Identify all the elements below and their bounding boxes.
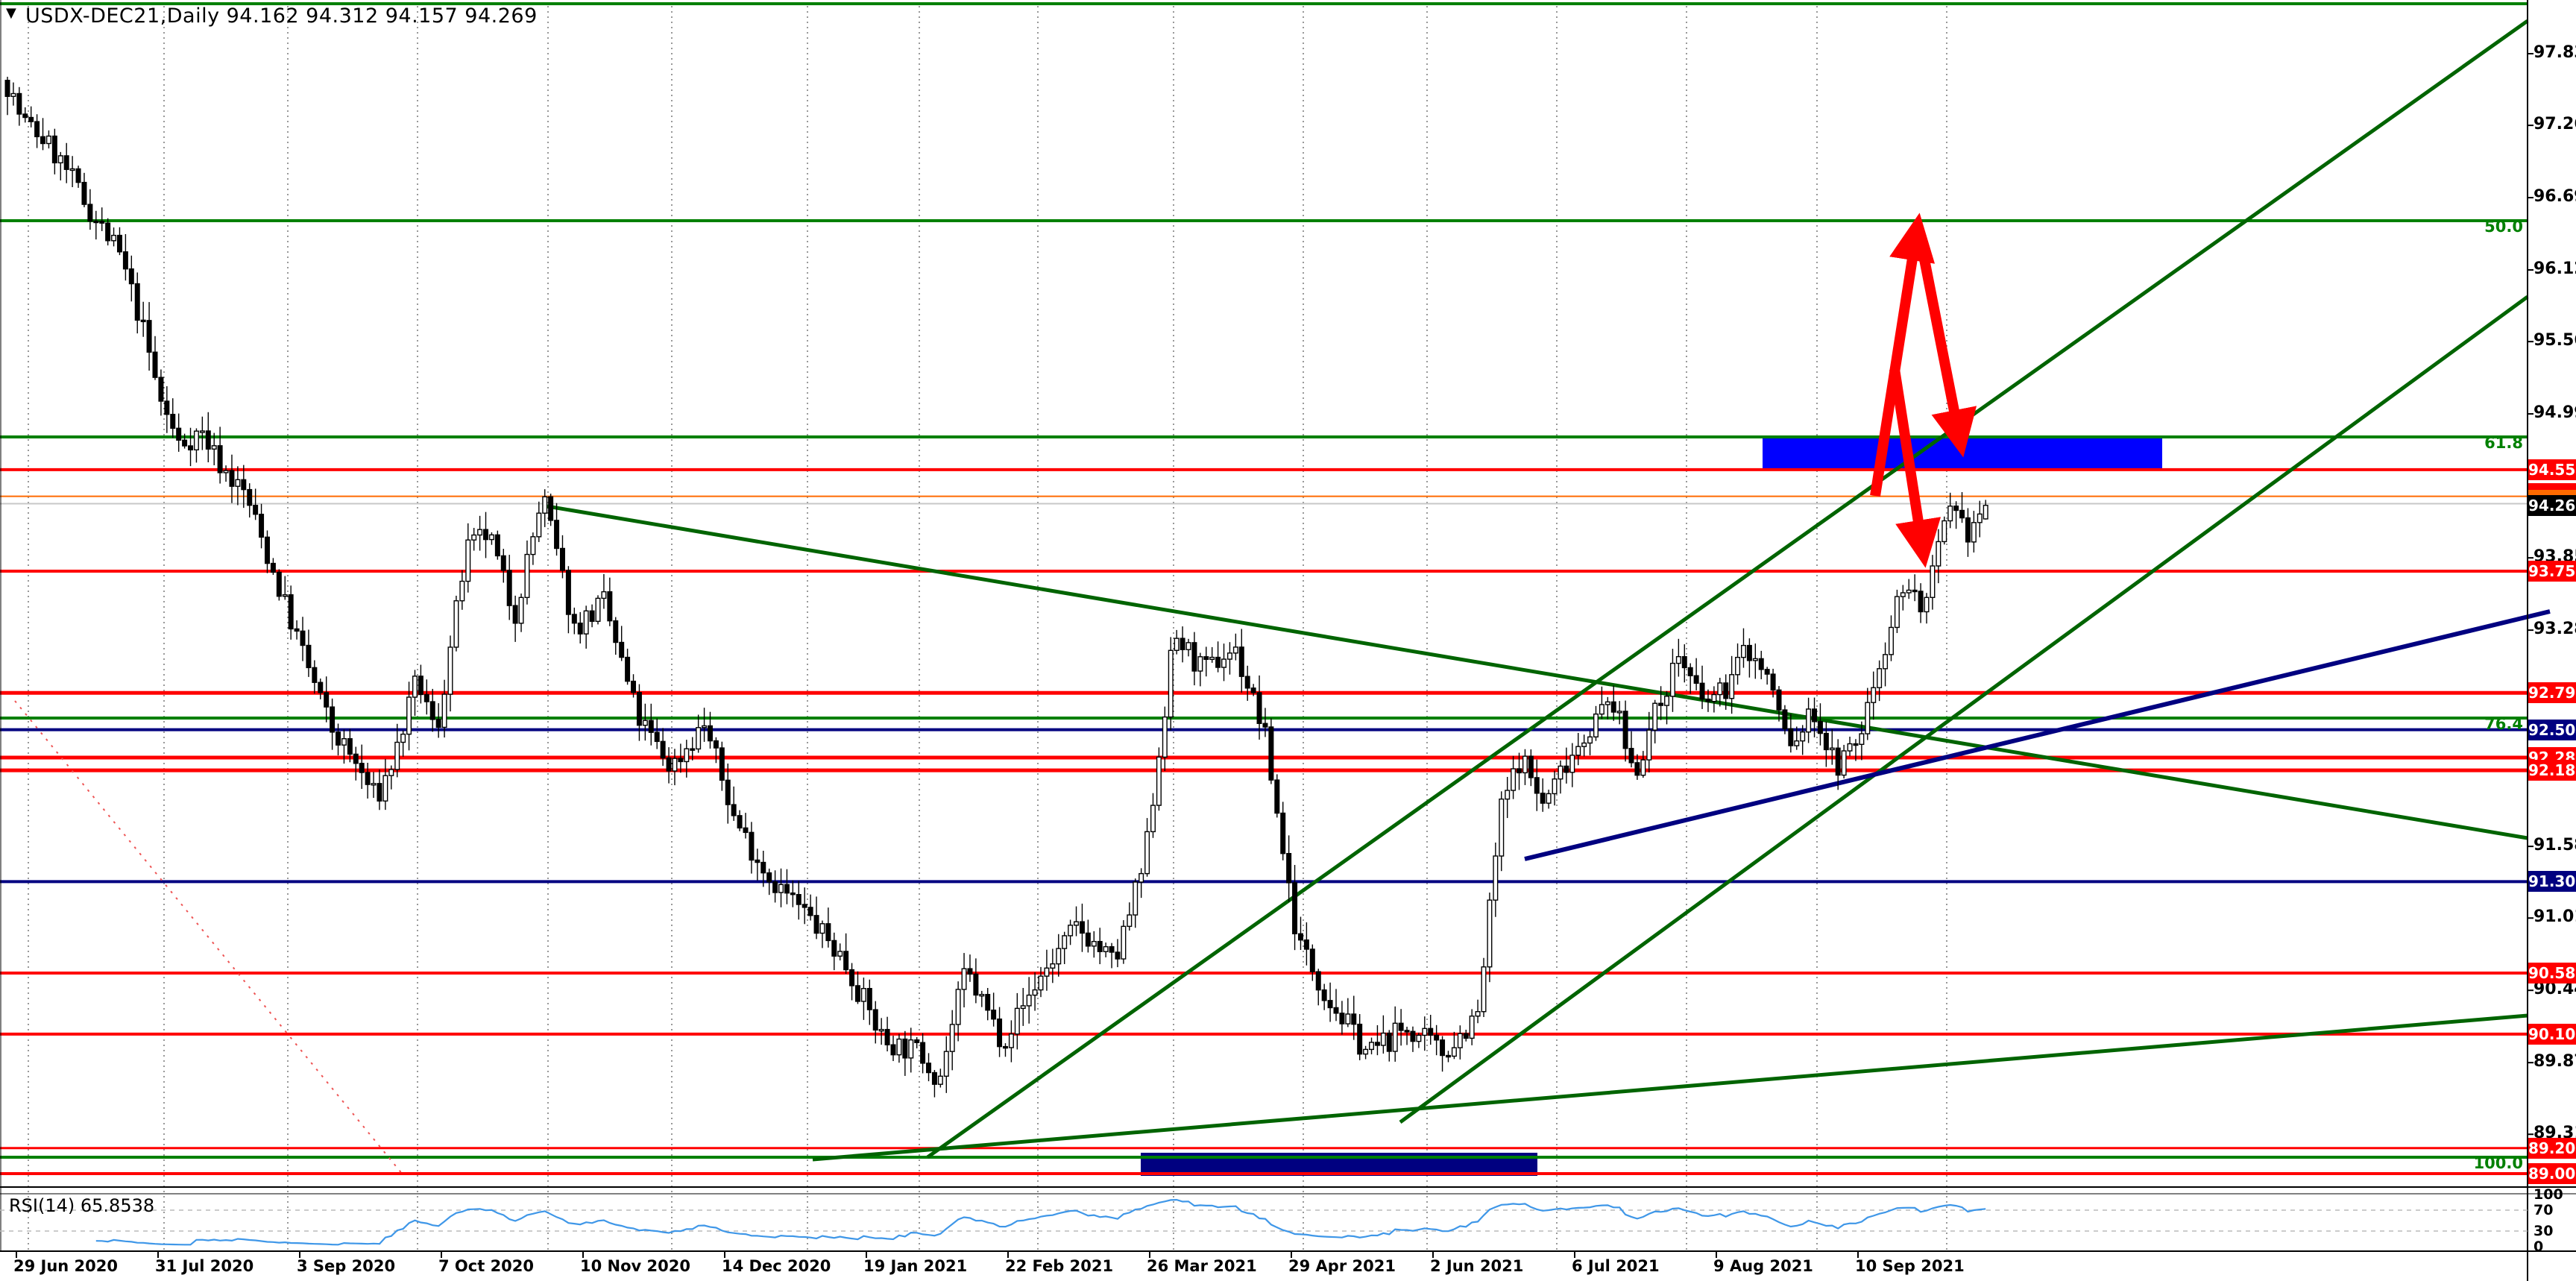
level-price-badge: 93.750 xyxy=(2528,561,2576,582)
date-axis-label: 3 Sep 2020 xyxy=(297,1257,396,1275)
rsi-scale-label: 0 xyxy=(2534,1238,2544,1255)
price-axis-label: 91.580 xyxy=(2534,836,2576,855)
rsi-scale-label: 30 xyxy=(2534,1223,2554,1239)
date-axis-label: 29 Jun 2020 xyxy=(13,1257,119,1275)
level-price-badge: 91.302 xyxy=(2528,871,2576,893)
date-axis-label: 14 Dec 2020 xyxy=(722,1257,831,1275)
price-axis-label: 89.875 xyxy=(2534,1052,2576,1071)
current-price-badge: 94.269 xyxy=(2528,494,2576,516)
level-price-badge: 94.550 xyxy=(2528,459,2576,480)
date-axis-label: 6 Jul 2021 xyxy=(1572,1257,1660,1275)
symbol-dropdown-icon[interactable]: ▼ xyxy=(6,5,16,21)
green-trendline[interactable] xyxy=(1399,295,2529,1124)
red-arrow-annotation[interactable] xyxy=(1912,224,1977,458)
green-trendline[interactable] xyxy=(812,1013,2528,1162)
level-price-badge: 92.790 xyxy=(2528,682,2576,704)
fib-level-label: 100.0 xyxy=(2473,1154,2523,1172)
level-price-badge: 89.000 xyxy=(2528,1162,2576,1184)
rsi-indicator-label: RSI(14) 65.8538 xyxy=(9,1195,155,1216)
date-axis-label: 26 Mar 2021 xyxy=(1147,1257,1257,1275)
navy-trendline[interactable] xyxy=(1524,609,2551,861)
level-price-badge: 92.180 xyxy=(2528,760,2576,781)
date-axis-label: 31 Jul 2020 xyxy=(155,1257,254,1275)
red-arrow-annotation[interactable] xyxy=(1870,213,1936,497)
date-axis-label: 22 Feb 2021 xyxy=(1005,1257,1114,1275)
occluded-price-badge xyxy=(2528,483,2576,491)
rsi-scale-label: 70 xyxy=(2534,1202,2554,1218)
date-axis-label: 7 Oct 2020 xyxy=(438,1257,535,1275)
ask-price-badge xyxy=(2528,490,2576,498)
date-axis-label: 29 Apr 2021 xyxy=(1288,1257,1396,1275)
level-price-badge: 90.581 xyxy=(2528,963,2576,984)
date-axis-label: 10 Nov 2020 xyxy=(580,1257,690,1275)
date-axis-label: 2 Jun 2021 xyxy=(1430,1257,1524,1275)
red-arrow-annotation[interactable] xyxy=(1889,368,1942,568)
price-axis-label: 97.265 xyxy=(2534,115,2576,134)
price-axis-label: 96.125 xyxy=(2534,259,2576,279)
green-trendline[interactable] xyxy=(926,19,2529,1159)
fib-level-label: 50.0 xyxy=(2484,218,2523,236)
fib-level-label: 76.4 xyxy=(2484,715,2523,733)
price-axis-label: 96.695 xyxy=(2534,187,2576,207)
chart-title: USDX-DEC21,Daily 94.162 94.312 94.157 94… xyxy=(25,4,538,28)
candlestick-series xyxy=(4,76,1988,1098)
date-axis-label: 10 Sep 2021 xyxy=(1855,1257,1965,1275)
date-axis-label: 9 Aug 2021 xyxy=(1713,1257,1813,1275)
rsi-line xyxy=(95,1198,1986,1246)
level-price-badge: 90.100 xyxy=(2528,1023,2576,1045)
rsi-scale-label: 100 xyxy=(2534,1186,2563,1203)
fib-level-label: 61.8 xyxy=(2484,434,2523,452)
price-axis-label: 91.015 xyxy=(2534,907,2576,927)
dashed-red-trendline[interactable] xyxy=(14,700,403,1175)
price-axis-label: 94.990 xyxy=(2534,403,2576,423)
price-axis-label: 97.830 xyxy=(2534,43,2576,62)
level-price-badge: 89.201 xyxy=(2528,1137,2576,1159)
price-axis-label: 93.285 xyxy=(2534,620,2576,639)
green-trendline[interactable] xyxy=(547,504,2528,840)
level-price-badge: 92.500 xyxy=(2528,719,2576,740)
price-axis-label: 95.560 xyxy=(2534,331,2576,350)
date-axis-label: 19 Jan 2021 xyxy=(863,1257,968,1275)
